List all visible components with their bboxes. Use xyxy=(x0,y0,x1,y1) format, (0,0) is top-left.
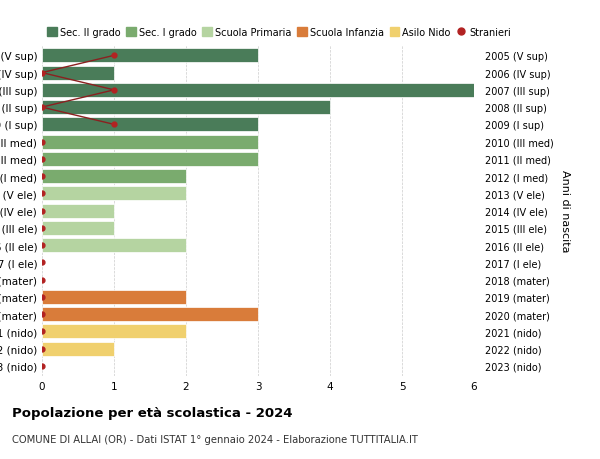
Text: Popolazione per età scolastica - 2024: Popolazione per età scolastica - 2024 xyxy=(12,406,293,419)
Bar xyxy=(42,152,258,167)
Text: COMUNE DI ALLAI (OR) - Dati ISTAT 1° gennaio 2024 - Elaborazione TUTTITALIA.IT: COMUNE DI ALLAI (OR) - Dati ISTAT 1° gen… xyxy=(12,434,418,444)
Bar xyxy=(42,187,186,201)
Bar xyxy=(42,170,186,184)
Bar xyxy=(42,221,114,235)
Y-axis label: Anni di nascita: Anni di nascita xyxy=(560,170,570,252)
Bar xyxy=(42,239,186,252)
Bar xyxy=(42,325,186,339)
Bar xyxy=(42,135,258,149)
Bar xyxy=(42,84,474,98)
Bar xyxy=(42,101,330,115)
Bar xyxy=(42,118,258,132)
Bar xyxy=(42,204,114,218)
Bar xyxy=(42,67,114,80)
Bar xyxy=(42,290,186,304)
Bar xyxy=(42,342,114,356)
Legend: Sec. II grado, Sec. I grado, Scuola Primaria, Scuola Infanzia, Asilo Nido, Stran: Sec. II grado, Sec. I grado, Scuola Prim… xyxy=(47,28,511,38)
Bar xyxy=(42,49,258,63)
Bar xyxy=(42,308,258,321)
